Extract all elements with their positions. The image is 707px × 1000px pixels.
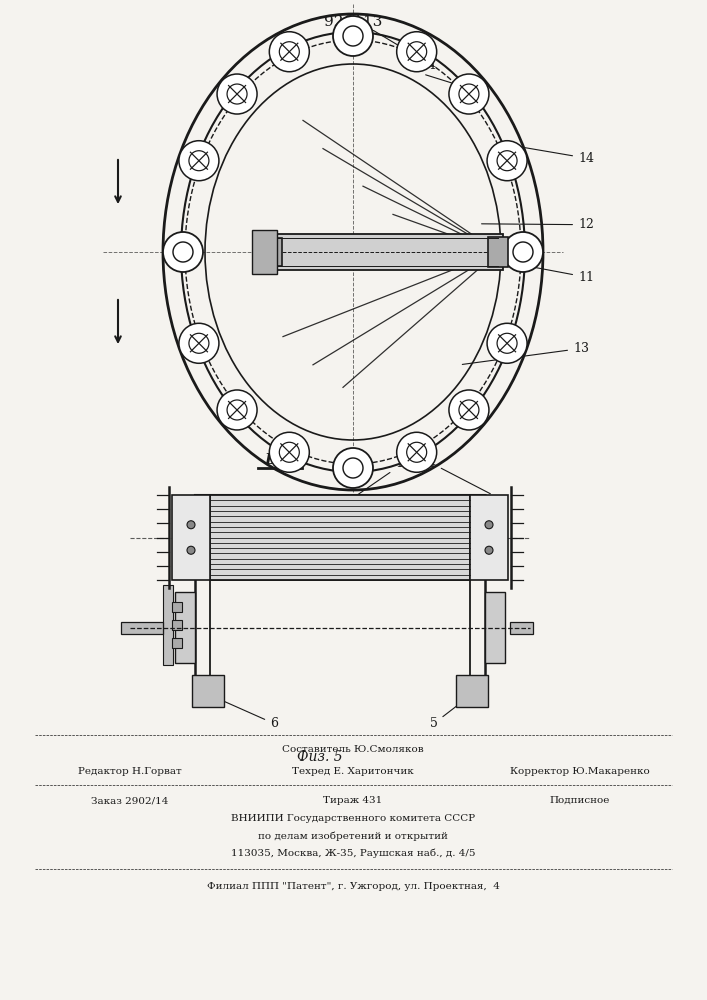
Circle shape — [217, 74, 257, 114]
Bar — [192, 675, 224, 707]
Circle shape — [485, 521, 493, 529]
Text: Корректор Ю.Макаренко: Корректор Ю.Макаренко — [510, 768, 650, 776]
Circle shape — [333, 448, 373, 488]
Text: 4: 4 — [373, 30, 436, 72]
Circle shape — [269, 432, 310, 472]
Text: Составитель Ю.Смоляков: Составитель Ю.Смоляков — [282, 746, 423, 754]
Text: 15: 15 — [426, 75, 484, 97]
Text: по делам изобретений и открытий: по делам изобретений и открытий — [258, 831, 448, 841]
Text: 14: 14 — [512, 145, 594, 165]
Text: В-В: В-В — [264, 453, 296, 467]
Text: Фuз. 4: Фuз. 4 — [330, 531, 376, 545]
Bar — [470, 495, 508, 580]
Circle shape — [187, 521, 195, 529]
Circle shape — [397, 432, 437, 472]
Circle shape — [179, 141, 219, 181]
Text: 6: 6 — [211, 695, 278, 730]
Bar — [488, 237, 508, 267]
Ellipse shape — [181, 32, 525, 472]
Bar — [252, 230, 276, 274]
Text: 5: 5 — [430, 696, 469, 730]
Circle shape — [217, 390, 257, 430]
Bar — [172, 638, 182, 648]
Text: Фuз. 5: Фuз. 5 — [297, 750, 343, 764]
Circle shape — [333, 16, 373, 56]
Circle shape — [487, 323, 527, 363]
Bar — [163, 585, 173, 665]
Bar — [172, 495, 210, 580]
Bar — [121, 621, 163, 634]
Circle shape — [187, 546, 195, 554]
Text: Филиал ППП "Патент", г. Ужгород, ул. Проектная,  4: Филиал ППП "Патент", г. Ужгород, ул. Про… — [206, 882, 499, 891]
Text: 13: 13 — [462, 342, 589, 364]
Text: 926113: 926113 — [324, 15, 382, 29]
Text: Подписное: Подписное — [550, 796, 610, 805]
Text: 12: 12 — [481, 218, 594, 231]
Circle shape — [503, 232, 543, 272]
Bar — [210, 495, 470, 580]
Circle shape — [163, 232, 203, 272]
Circle shape — [179, 323, 219, 363]
Bar — [172, 620, 182, 630]
Bar — [271, 234, 503, 270]
Circle shape — [269, 32, 310, 72]
Text: Тираж 431: Тираж 431 — [323, 796, 382, 805]
Bar — [485, 592, 505, 663]
Circle shape — [397, 32, 437, 72]
Text: 10: 10 — [352, 457, 411, 498]
Circle shape — [449, 390, 489, 430]
Text: Техред Е. Харитончик: Техред Е. Харитончик — [292, 768, 414, 776]
Circle shape — [449, 74, 489, 114]
Text: 113035, Москва, Ж-35, Раушская наб., д. 4/5: 113035, Москва, Ж-35, Раушская наб., д. … — [230, 849, 475, 858]
Circle shape — [487, 141, 527, 181]
Bar — [175, 592, 195, 663]
Text: Заказ 2902/14: Заказ 2902/14 — [91, 796, 169, 805]
Text: 11: 11 — [509, 263, 594, 284]
Text: ВНИИПИ Государственного комитета СССР: ВНИИПИ Государственного комитета СССР — [231, 814, 475, 823]
Circle shape — [485, 546, 493, 554]
Bar — [456, 675, 488, 707]
Bar — [510, 621, 533, 634]
Text: Редактор Н.Горват: Редактор Н.Горват — [78, 768, 182, 776]
Text: 4: 4 — [428, 457, 491, 494]
Bar — [172, 602, 182, 612]
Bar — [267, 238, 281, 266]
Ellipse shape — [205, 64, 501, 440]
